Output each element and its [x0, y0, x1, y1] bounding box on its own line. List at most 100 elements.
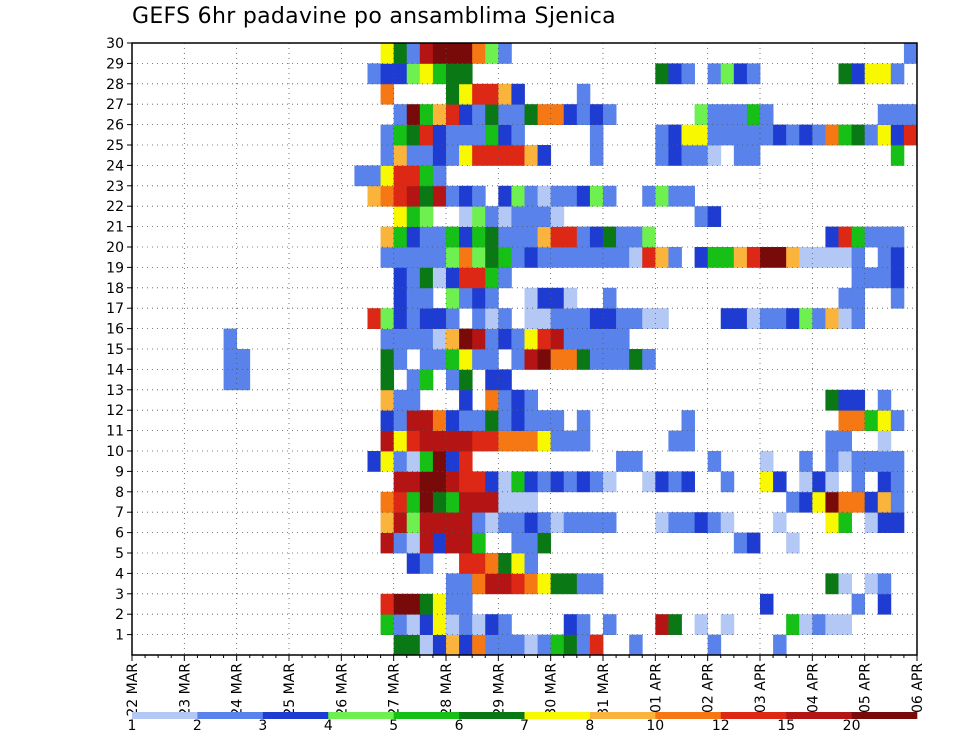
- heatmap-cell: [367, 451, 381, 472]
- heatmap-cell: [380, 63, 395, 85]
- heatmap-cell: [472, 104, 486, 125]
- heatmap-cell: [694, 206, 709, 227]
- x-tick-label: 02 APR: [701, 663, 717, 713]
- heatmap-cell: [393, 104, 408, 125]
- y-tick-label: 1: [115, 628, 124, 644]
- heatmap-cell: [524, 328, 538, 350]
- heatmap-cell: [877, 512, 892, 533]
- heatmap-cell: [446, 410, 460, 431]
- heatmap-cell: [485, 43, 499, 64]
- heatmap-cell: [681, 145, 695, 166]
- heatmap-cell: [485, 614, 499, 635]
- y-tick-label: 13: [106, 383, 124, 399]
- heatmap-cell: [681, 63, 695, 85]
- heatmap-cell: [825, 491, 839, 513]
- heatmap-cell: [851, 389, 866, 411]
- heatmap-cell: [760, 104, 774, 125]
- heatmap-cell: [760, 247, 774, 268]
- heatmap-cell: [419, 634, 434, 656]
- heatmap-cell: [825, 573, 839, 595]
- heatmap-cell: [563, 185, 578, 207]
- heatmap-cell: [799, 247, 813, 268]
- heatmap-cell: [589, 185, 604, 207]
- x-tick-label: 03 APR: [753, 663, 769, 713]
- heatmap-cell: [694, 124, 709, 146]
- heatmap-cell: [446, 145, 460, 166]
- y-tick-label: 23: [106, 179, 124, 195]
- heatmap-cell: [485, 104, 499, 125]
- heatmap-cell: [485, 369, 499, 391]
- heatmap-cell: [498, 573, 512, 595]
- heatmap-cell: [720, 512, 735, 533]
- colorbar: [132, 712, 918, 719]
- heatmap-cell: [380, 308, 395, 329]
- heatmap-cell: [603, 328, 617, 350]
- y-tick-label: 14: [106, 362, 124, 378]
- heatmap-cell: [851, 247, 866, 268]
- heatmap-cell: [563, 226, 578, 248]
- heatmap-cell: [498, 553, 512, 574]
- heatmap-cell: [720, 63, 735, 85]
- heatmap-cell: [890, 287, 905, 309]
- heatmap-cell: [864, 491, 879, 513]
- colorbar-segment: [197, 712, 264, 719]
- heatmap-cell: [446, 124, 460, 146]
- heatmap-cell: [773, 471, 787, 493]
- heatmap-cell: [485, 308, 499, 329]
- y-tick-label: 6: [115, 526, 124, 542]
- heatmap-cell: [655, 614, 669, 635]
- heatmap-cell: [642, 349, 656, 370]
- x-axis-ticks: 22 MAR 23 MAR 24 MAR 25 MAR 26 MAR 27 MAR 28 M…: [125, 655, 926, 717]
- heatmap-cell: [694, 614, 709, 635]
- heatmap-cell: [223, 369, 238, 391]
- heatmap-cell: [563, 430, 578, 452]
- heatmap-cell: [432, 328, 447, 350]
- heatmap-cell: [511, 104, 525, 125]
- heatmap-cell: [655, 308, 669, 329]
- heatmap-cell: [406, 410, 421, 431]
- heatmap-cell: [550, 430, 565, 452]
- heatmap-cell: [681, 430, 695, 452]
- heatmap-cell: [655, 124, 669, 146]
- heatmap-cell: [890, 124, 905, 146]
- heatmap-cell: [393, 410, 408, 431]
- x-tick-label: 22 MAR: [125, 663, 141, 717]
- heatmap-cell: [563, 512, 578, 533]
- heatmap-cell: [498, 471, 512, 493]
- heatmap-cell: [903, 43, 918, 64]
- colorbar-segment: [786, 712, 852, 719]
- heatmap-cell: [890, 145, 905, 166]
- heatmap-cell: [877, 267, 892, 289]
- heatmap-cell: [419, 287, 434, 309]
- heatmap-cell: [446, 614, 460, 635]
- heatmap-cell: [406, 430, 421, 452]
- heatmap-cell: [380, 165, 395, 187]
- heatmap-cell: [576, 634, 591, 656]
- heatmap-cell: [380, 83, 395, 105]
- heatmap-cell: [616, 226, 630, 248]
- heatmap-cell: [838, 512, 852, 533]
- y-tick-label: 27: [106, 97, 124, 113]
- heatmap-cell: [446, 267, 460, 289]
- heatmap-cell: [472, 553, 486, 574]
- colorbar-label: 2: [192, 718, 202, 734]
- y-tick-label: 17: [106, 301, 124, 317]
- heatmap-cell: [825, 308, 839, 329]
- heatmap-cell: [446, 104, 460, 125]
- heatmap-cell: [668, 614, 682, 635]
- heatmap-cell: [393, 287, 408, 309]
- heatmap-cell: [459, 104, 473, 125]
- heatmap-cell: [537, 349, 552, 370]
- heatmap-cell: [419, 226, 434, 248]
- heatmap-cell: [707, 104, 722, 125]
- heatmap-cell: [419, 430, 434, 452]
- heatmap-cell: [419, 308, 434, 329]
- heatmap-cell: [393, 124, 408, 146]
- heatmap-cell: [563, 471, 578, 493]
- heatmap-cell: [760, 471, 774, 493]
- heatmap-cell: [432, 491, 447, 513]
- heatmap-cell: [419, 593, 434, 615]
- y-axis-ticks: 1234567891011121314151617181920212223242…: [106, 36, 132, 644]
- heatmap-cell: [550, 206, 565, 227]
- y-tick-label: 22: [106, 199, 124, 215]
